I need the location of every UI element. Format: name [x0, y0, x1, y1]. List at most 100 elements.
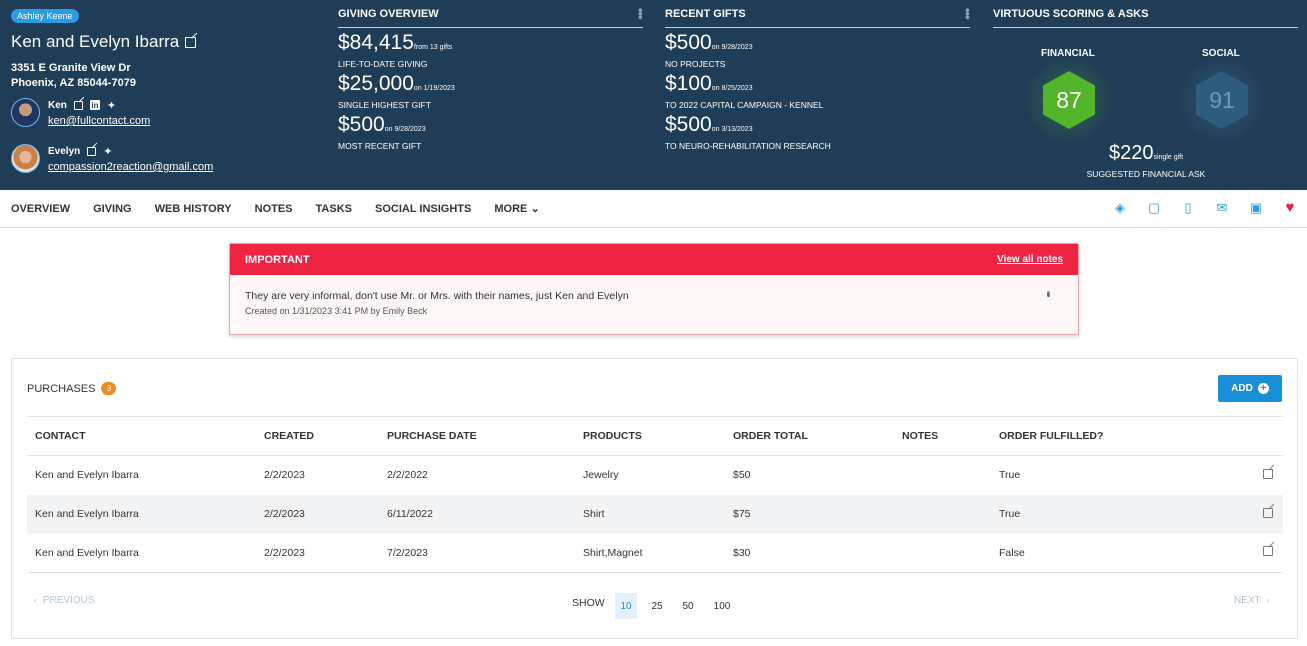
stat-label: TO NEURO-REHABILITATION RESEARCH	[665, 141, 831, 151]
cell-order-total: $30	[725, 533, 894, 573]
tab-social-insights[interactable]: SOCIAL INSIGHTS	[375, 202, 472, 215]
stat-label: NO PROJECTS	[665, 59, 726, 69]
stat-amount: $84,415	[338, 31, 414, 54]
stat-note: on 1/19/2023	[413, 85, 455, 92]
page-size-option[interactable]: 50	[682, 600, 694, 612]
cell-contact: Ken and Evelyn Ibarra	[27, 494, 256, 534]
person-evelyn: Evelyn ✦ compassion2reaction@gmail.com	[11, 144, 213, 173]
linkedin-icon[interactable]: in	[89, 100, 100, 110]
column-header[interactable]: CONTACT	[27, 416, 256, 456]
donor-name: Ken and Evelyn Ibarra	[11, 32, 197, 52]
tab-web-history[interactable]: WEB HISTORY	[154, 202, 232, 215]
virtuous-scoring: VIRTUOUS SCORING & ASKS FINANCIAL SOCIAL…	[993, 8, 1298, 179]
stat-label: LIFE-TO-DATE GIVING	[338, 59, 428, 69]
note-icon[interactable]: ▢	[1147, 200, 1161, 215]
column-header[interactable]: NOTES	[894, 416, 991, 456]
cell-fulfilled: True	[991, 494, 1191, 534]
column-header[interactable]: PURCHASE DATE	[379, 416, 575, 456]
cell-created: 2/2/2023	[264, 469, 305, 482]
avatar[interactable]	[11, 144, 40, 173]
mail-icon[interactable]: ✉	[1216, 200, 1228, 215]
view-all-notes-link[interactable]: View all notes	[997, 254, 1063, 265]
giving-overview-title: GIVING OVERVIEW	[338, 8, 439, 20]
tab-notes[interactable]: NOTES	[254, 202, 293, 215]
stat-label: MOST RECENT GIFT	[338, 141, 422, 151]
stat: $84,415from 13 gifts LIFE-TO-DATE GIVING	[338, 32, 643, 69]
next-label: NEXT	[1234, 595, 1261, 606]
purchases-panel: PURCHASES 3 ADD + CONTACT CREATED PURCHA…	[11, 358, 1298, 639]
table-row[interactable]: Ken and Evelyn Ibarra 2/2/2023 6/11/2022…	[27, 494, 1283, 534]
next-button[interactable]: NEXT ›	[1234, 595, 1270, 606]
table-row[interactable]: Ken and Evelyn Ibarra 2/2/2023 7/2/2023 …	[27, 533, 1283, 573]
edit-icon[interactable]	[87, 146, 97, 156]
stat-amount: $500	[665, 113, 712, 136]
page-size-option[interactable]: 10	[615, 593, 637, 619]
edit-icon[interactable]	[73, 100, 83, 110]
cell-purchase-date: 6/11/2022	[379, 494, 575, 534]
financial-label: FINANCIAL	[1041, 48, 1095, 59]
stat-amount: $500	[665, 31, 712, 54]
edit-icon[interactable]	[1263, 507, 1273, 518]
more-options-icon[interactable]: •••	[633, 8, 648, 19]
email-link[interactable]: ken@fullcontact.com	[48, 115, 151, 127]
stat: $500on 9/28/2023 MOST RECENT GIFT	[338, 114, 643, 151]
purchases-table: CONTACT CREATED PURCHASE DATE PRODUCTS O…	[27, 416, 1283, 573]
pagination: ‹ PREVIOUS SHOW 10 25 50 100 NEXT ›	[12, 587, 1299, 619]
more-options-icon[interactable]: •••	[960, 8, 975, 19]
stat-note: on 9/28/2023	[384, 126, 426, 133]
email-link[interactable]: compassion2reaction@gmail.com	[48, 161, 214, 173]
tab-tasks[interactable]: TASKS	[315, 202, 352, 215]
column-header[interactable]: PRODUCTS	[575, 416, 725, 456]
cell-products: Jewelry	[583, 469, 619, 482]
stat: $500on 9/28/2023 NO PROJECTS	[665, 32, 970, 69]
social-label: SOCIAL	[1202, 48, 1240, 59]
column-header[interactable]: ORDER FULFILLED?	[991, 416, 1191, 456]
add-button[interactable]: ADD +	[1218, 375, 1282, 402]
stat-note: from 13 gifts	[413, 44, 453, 51]
edit-icon[interactable]	[1263, 546, 1273, 557]
column-header[interactable]: CREATED	[256, 416, 379, 456]
map-icon[interactable]: ◈	[1115, 200, 1125, 215]
person-name: Ken	[48, 99, 67, 111]
plus-icon: +	[1257, 383, 1269, 394]
cell-order-total: $75	[725, 494, 894, 534]
tab-overview[interactable]: OVERVIEW	[11, 202, 71, 215]
donor-name-text: Ken and Evelyn Ibarra	[11, 32, 180, 51]
stat-amount: $100	[665, 72, 712, 95]
previous-button[interactable]: ‹ PREVIOUS	[34, 595, 95, 606]
important-note: IMPORTANT View all notes They are very i…	[229, 243, 1079, 335]
column-header[interactable]: ORDER TOTAL	[725, 416, 894, 456]
folder-icon[interactable]: ▣	[1249, 200, 1263, 215]
table-row[interactable]: Ken and Evelyn Ibarra 2/2/2023 2/2/2022 …	[27, 456, 1283, 495]
tab-more-label: MORE	[494, 203, 528, 215]
add-label: ADD	[1231, 383, 1253, 394]
ask-label: SUGGESTED FINANCIAL ASK	[1086, 169, 1206, 179]
cell-notes	[894, 456, 991, 495]
cell-notes	[894, 533, 991, 573]
more-options-icon[interactable]: •••	[1042, 291, 1053, 296]
recent-gifts-title: RECENT GIFTS	[665, 8, 746, 20]
stat: $25,000on 1/19/2023 SINGLE HIGHEST GIFT	[338, 73, 643, 110]
cell-fulfilled: True	[999, 469, 1021, 482]
cell-fulfilled: False	[991, 533, 1191, 573]
edit-icon[interactable]	[185, 36, 197, 48]
scoring-title: VIRTUOUS SCORING & ASKS	[993, 8, 1149, 20]
phone-icon[interactable]: ▯	[1184, 200, 1192, 215]
cell-contact: Ken and Evelyn Ibarra	[35, 469, 139, 482]
stat: $100on 8/25/2023 TO 2022 CAPITAL CAMPAIG…	[665, 73, 970, 110]
owner-badge[interactable]: Ashley Keene	[11, 9, 79, 23]
chevron-down-icon: ⌄	[530, 203, 540, 215]
stat-note: on 8/25/2023	[711, 85, 753, 92]
avatar[interactable]	[11, 98, 40, 127]
page-size-option[interactable]: 25	[651, 600, 663, 612]
tab-more[interactable]: MORE ⌄	[494, 202, 539, 215]
twitter-icon[interactable]: ✦	[103, 145, 113, 158]
address-line2: Phoenix, AZ 85044-7079	[11, 77, 136, 89]
edit-icon[interactable]	[1263, 468, 1273, 479]
column-header-actions	[1191, 416, 1283, 456]
tab-giving[interactable]: GIVING	[93, 202, 132, 215]
page-size-option[interactable]: 100	[713, 600, 731, 612]
heart-icon[interactable]: ♥	[1285, 199, 1295, 216]
twitter-icon[interactable]: ✦	[106, 99, 117, 112]
recent-gifts: RECENT GIFTS ••• $500on 9/28/2023 NO PRO…	[665, 8, 975, 151]
